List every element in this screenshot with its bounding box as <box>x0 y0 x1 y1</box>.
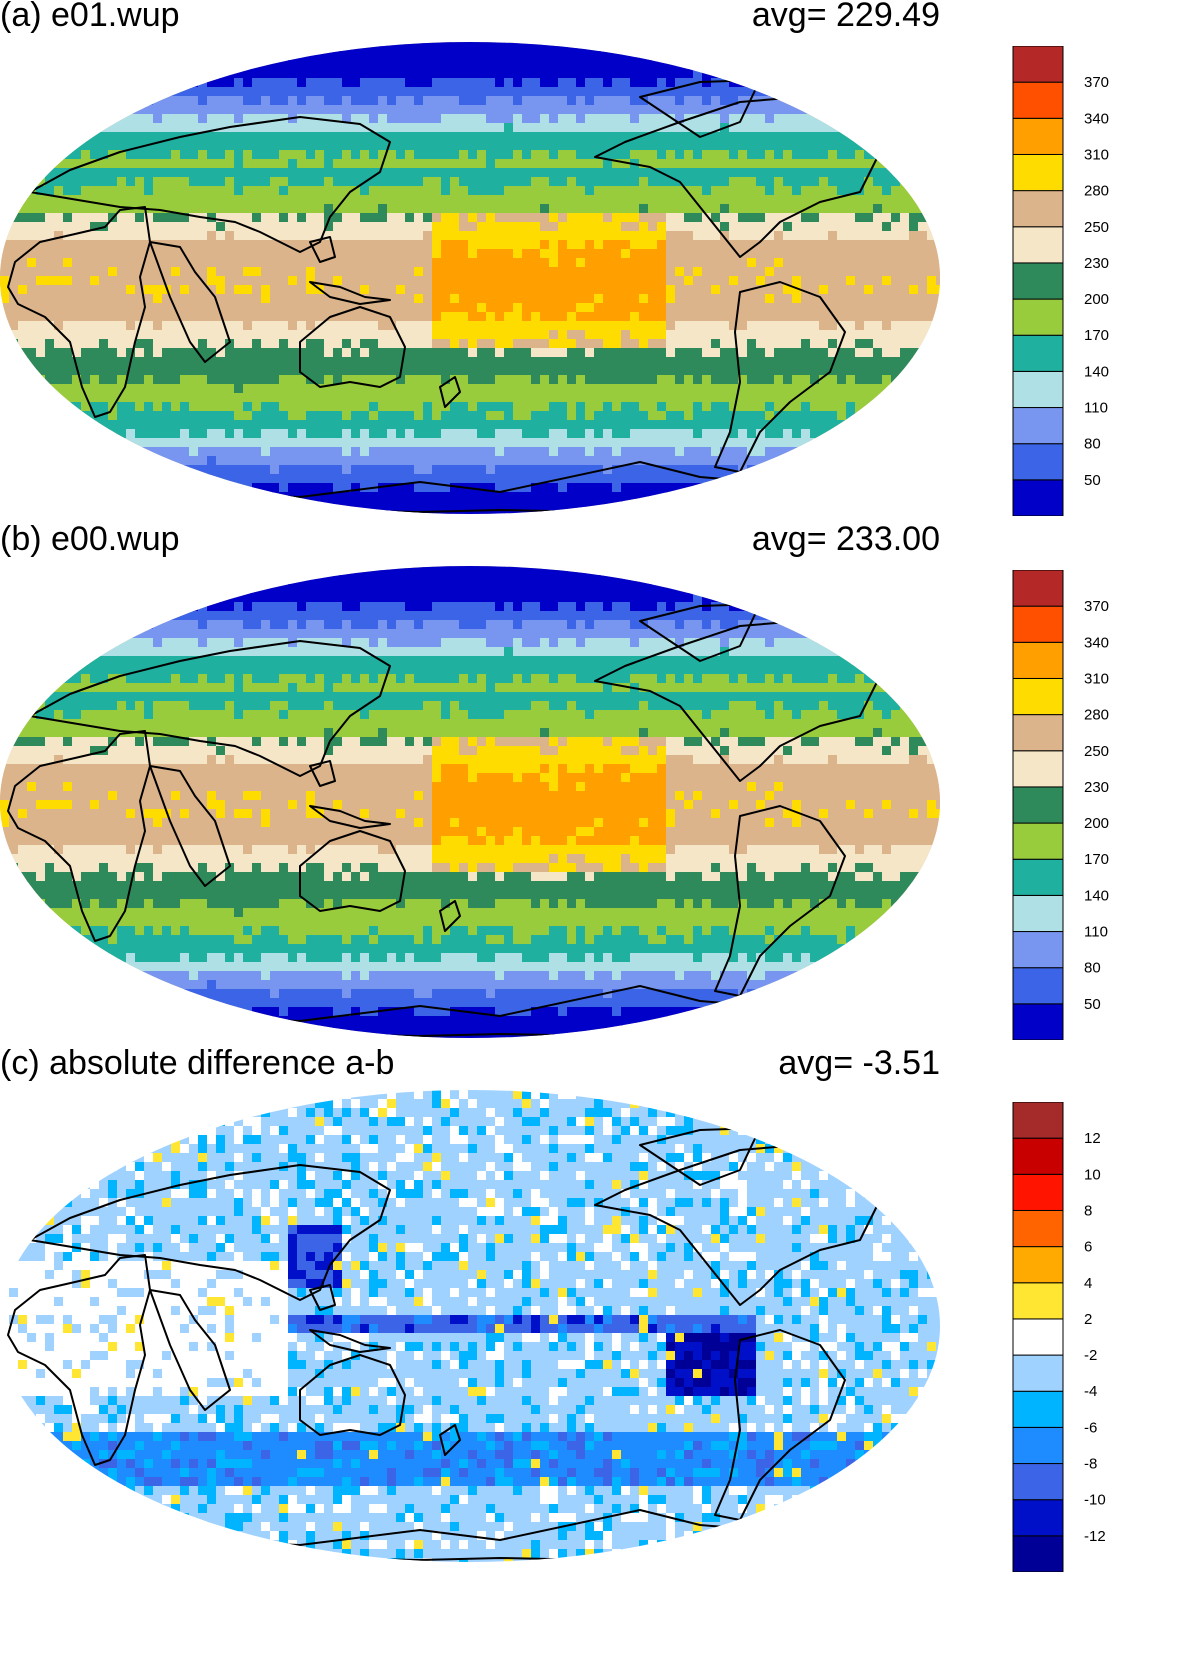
colorbar-label: 250 <box>1084 743 1109 760</box>
colorbar-panel-b: 50 80 110 140 170 200 230 250 280 310 340 370 <box>1012 570 1109 1040</box>
panel-average: avg= 233.00 <box>751 520 940 558</box>
colorbar-label: -6 <box>1084 1419 1097 1436</box>
panel-average: avg= -3.51 <box>778 1044 940 1082</box>
colorbar-swatch <box>1012 1535 1064 1572</box>
colorbar-label: 2 <box>1084 1311 1092 1328</box>
colorbar-swatch <box>1012 190 1064 228</box>
colorbar-label: 230 <box>1084 779 1109 796</box>
colorbar-swatch <box>1012 1318 1064 1356</box>
colorbar-swatch <box>1012 298 1064 336</box>
colorbar-swatch <box>1012 1173 1064 1211</box>
colorbar-swatch <box>1012 714 1064 752</box>
panel-title: (a) e01.wup <box>0 0 180 34</box>
colorbar-label: 340 <box>1084 110 1109 127</box>
colorbar-label: 110 <box>1084 400 1108 417</box>
colorbar-label: -8 <box>1084 1456 1097 1473</box>
colorbar-swatch <box>1012 226 1064 264</box>
colorbar-swatch <box>1012 370 1064 409</box>
colorbar-swatch <box>1012 570 1064 607</box>
colorbar-swatch <box>1012 858 1064 896</box>
colorbar-swatch <box>1012 1282 1064 1320</box>
colorbar-label: 4 <box>1084 1275 1092 1292</box>
colorbar-swatch <box>1012 1463 1064 1501</box>
map-panel-b <box>0 566 940 1038</box>
colorbar-label: -12 <box>1084 1528 1106 1545</box>
colorbar-swatch <box>1012 1246 1064 1284</box>
colorbar-swatch <box>1012 605 1064 643</box>
colorbar-label: 50 <box>1084 472 1101 489</box>
colorbar-swatch <box>1012 1209 1064 1248</box>
colorbar-label: 80 <box>1084 960 1101 977</box>
colorbar-swatch <box>1012 334 1064 372</box>
colorbar-swatch <box>1012 153 1064 192</box>
colorbar-swatch <box>1012 117 1064 155</box>
colorbar-label: 340 <box>1084 634 1109 651</box>
colorbar-swatch <box>1012 786 1064 824</box>
colorbar-label: 170 <box>1084 851 1109 868</box>
colorbar-swatch <box>1012 1390 1064 1428</box>
panel-average: avg= 229.49 <box>751 0 940 34</box>
colorbar-label: 50 <box>1084 996 1101 1013</box>
colorbar-swatch <box>1012 262 1064 300</box>
colorbar-swatch <box>1012 677 1064 716</box>
colorbar-label: 140 <box>1084 363 1109 380</box>
colorbar-label: 10 <box>1084 1166 1101 1183</box>
colorbar-label: -10 <box>1084 1492 1106 1509</box>
colorbar-swatch <box>1012 931 1064 969</box>
colorbar-swatch <box>1012 967 1064 1005</box>
colorbar-label: 140 <box>1084 887 1109 904</box>
colorbar-label: 370 <box>1084 74 1109 91</box>
colorbar-label: 170 <box>1084 327 1109 344</box>
colorbar-swatch <box>1012 407 1064 445</box>
colorbar-label: -2 <box>1084 1347 1097 1364</box>
panel-title: (b) e00.wup <box>0 520 180 558</box>
colorbar-label: 250 <box>1084 219 1109 236</box>
colorbar-swatch <box>1012 641 1064 679</box>
colorbar-label: 6 <box>1084 1239 1092 1256</box>
colorbar-swatch <box>1012 894 1064 933</box>
colorbar-swatch <box>1012 1102 1064 1139</box>
colorbar-swatch <box>1012 479 1064 516</box>
colorbar-label: 200 <box>1084 815 1109 832</box>
colorbar-label: -4 <box>1084 1383 1097 1400</box>
colorbar-label: 8 <box>1084 1202 1092 1219</box>
colorbar-swatch <box>1012 1003 1064 1040</box>
colorbar-swatch <box>1012 81 1064 119</box>
colorbar-swatch <box>1012 1426 1064 1465</box>
colorbar-label: 310 <box>1084 670 1109 687</box>
colorbar-swatch <box>1012 46 1064 83</box>
colorbar-label: 12 <box>1084 1130 1101 1147</box>
colorbar-label: 310 <box>1084 146 1109 163</box>
colorbar-label: 80 <box>1084 436 1101 453</box>
map-panel-c <box>0 1090 940 1562</box>
colorbar-swatch <box>1012 443 1064 481</box>
colorbar-swatch <box>1012 822 1064 860</box>
panel-title: (c) absolute difference a-b <box>0 1044 395 1082</box>
colorbar-label: 280 <box>1084 707 1109 724</box>
colorbar-label: 110 <box>1084 924 1108 941</box>
colorbar-panel-c: -12 -10 -8 -6 -4 -2 2 4 6 8 10 12 <box>1012 1102 1106 1572</box>
colorbar-label: 200 <box>1084 291 1109 308</box>
map-panel-a <box>0 42 940 514</box>
colorbar-swatch <box>1012 1354 1064 1392</box>
colorbar-swatch <box>1012 1137 1064 1175</box>
colorbar-swatch <box>1012 750 1064 788</box>
colorbar-label: 280 <box>1084 183 1109 200</box>
colorbar-swatch <box>1012 1499 1064 1537</box>
colorbar-label: 230 <box>1084 255 1109 272</box>
colorbar-label: 370 <box>1084 598 1109 615</box>
colorbar-panel-a: 50 80 110 140 170 200 230 250 280 310 340 370 <box>1012 46 1109 516</box>
